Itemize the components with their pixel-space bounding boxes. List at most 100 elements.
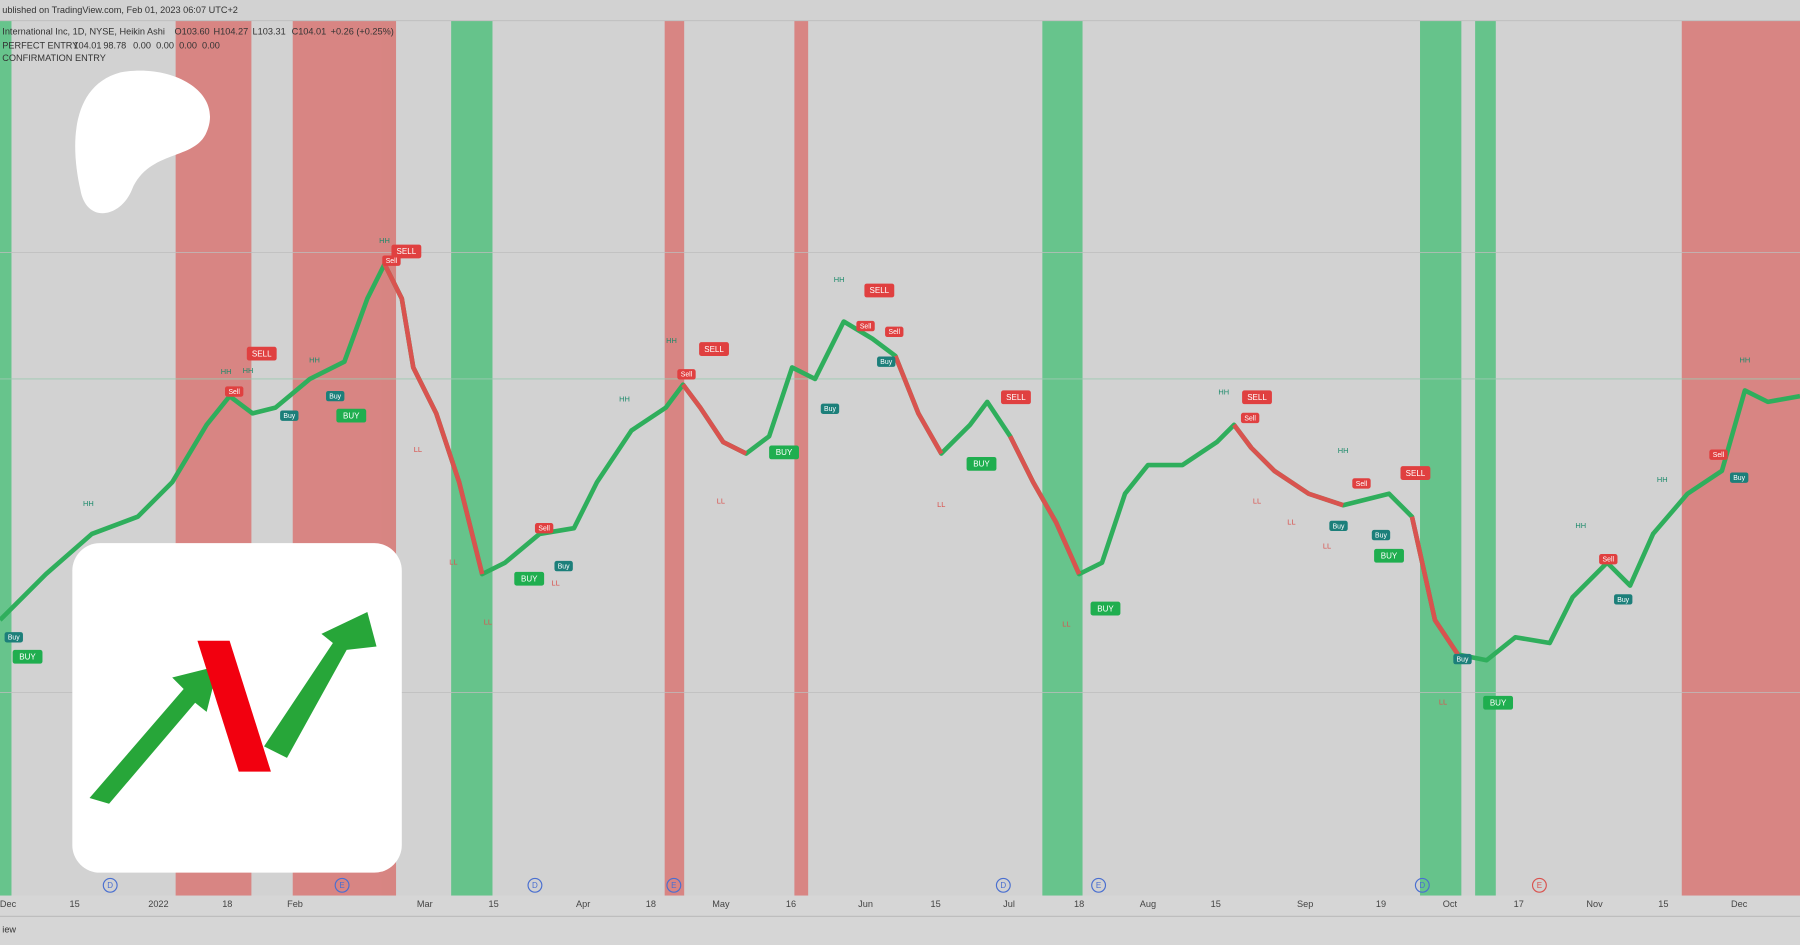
red-band — [794, 20, 809, 896]
signal-box — [1709, 449, 1728, 460]
logo-blob — [75, 70, 211, 214]
x-tick-label: 16 — [786, 899, 796, 909]
signal-label: BUY — [343, 411, 360, 420]
signal-label: Sell — [386, 258, 398, 265]
ohlc: L103.31 — [253, 27, 286, 37]
pivot-label: HH — [221, 367, 232, 376]
logo-arrow-down — [89, 665, 219, 804]
signal-box — [1352, 478, 1371, 489]
signal-label: SELL — [1406, 469, 1426, 478]
decline — [893, 355, 944, 455]
pivot-label: HH — [666, 336, 677, 345]
x-axis: Dec 15 2022 18 Feb Mar 15 Apr 18 May 16 Jun 15 Jul 18 A… — [0, 899, 1748, 909]
x-tick-label: 15 — [1658, 899, 1668, 909]
indicator-value: 0.00 — [202, 40, 220, 50]
signal-box — [4, 632, 23, 643]
event-icon — [995, 877, 1011, 893]
green-band — [1475, 20, 1496, 896]
logo-bar — [197, 640, 271, 772]
declines — [382, 263, 1460, 656]
decline — [681, 383, 748, 456]
signal-box — [1240, 412, 1260, 424]
signal-label: BUY — [1097, 604, 1114, 613]
signal-box — [554, 560, 573, 572]
axis-strip — [0, 895, 1800, 945]
signal-box — [1001, 390, 1031, 405]
event-icon — [666, 877, 682, 893]
indicator-value: 98.78 — [103, 40, 126, 50]
x-tick-label: 18 — [1074, 899, 1084, 909]
event-icon — [1531, 877, 1547, 893]
signal-label: Sell — [860, 323, 872, 330]
signal-box — [877, 356, 896, 367]
signal-label: Sell — [538, 526, 550, 533]
pivot-label: HH — [1218, 388, 1229, 397]
signal-label: SELL — [870, 286, 890, 295]
signal-label: Buy — [329, 394, 341, 401]
signal-box — [769, 445, 799, 460]
pivot-label: LL — [717, 497, 725, 506]
pivot-label: LL — [937, 500, 945, 509]
signal-label: Buy — [1457, 656, 1469, 663]
x-tick-label: Nov — [1586, 899, 1603, 909]
ohlc: O103.60 — [174, 27, 209, 37]
symbol: International Inc, 1D, NYSE, Heikin Ashi — [2, 27, 165, 37]
x-tick-label: Feb — [287, 899, 303, 909]
pivot-label: HH — [1575, 521, 1586, 530]
pivot-label: LL — [1439, 698, 1447, 707]
red-band — [664, 20, 685, 896]
signal-box — [1242, 390, 1272, 405]
signal-box — [856, 320, 875, 332]
x-tick-label: May — [712, 899, 730, 909]
indicator-name: PERFECT ENTRY — [2, 40, 78, 50]
signal-label: Buy — [283, 413, 295, 420]
event-icon — [527, 877, 543, 893]
indicator-value: 0.00 — [133, 40, 151, 50]
green-band — [451, 20, 493, 896]
signal-box — [1371, 529, 1391, 541]
signal-box — [336, 408, 367, 423]
pivot-label: LL — [1323, 542, 1331, 551]
signal-box — [885, 326, 904, 338]
signal-label: Sell — [1713, 452, 1725, 459]
signal-box — [1614, 594, 1633, 605]
signal-label: Sell — [1603, 557, 1615, 564]
pivot-label: HH — [834, 275, 845, 284]
signal-label: BUY — [1381, 551, 1398, 560]
signal-box — [326, 390, 345, 402]
x-tick-label: 15 — [930, 899, 940, 909]
pivot-label: HH — [1657, 475, 1668, 484]
signal-box — [1729, 472, 1749, 483]
signal-label: Sell — [1244, 415, 1256, 422]
signal-box — [677, 369, 696, 380]
pivot-label: HH — [1338, 446, 1349, 455]
pivot-label: LL — [484, 617, 492, 626]
signal-label: SELL — [1006, 393, 1026, 402]
signal-box — [514, 571, 545, 586]
signal-box — [1400, 466, 1431, 480]
signal-label: Sell — [889, 329, 901, 336]
decline — [1232, 423, 1344, 508]
logo-arrow-up — [264, 612, 377, 758]
signal-label: BUY — [776, 448, 793, 457]
published: ublished on TradingView.com, Feb 01, 202… — [2, 5, 238, 15]
signal-label: Sell — [228, 389, 240, 396]
signal-label: BUY — [19, 652, 36, 661]
signal-label: SELL — [1247, 393, 1267, 402]
pivot-label: LL — [1253, 497, 1261, 506]
change: +0.26 (+0.25%) — [331, 27, 394, 37]
signal-box — [391, 244, 422, 259]
footer: iew — [2, 924, 16, 934]
pivot-label: LL — [449, 558, 457, 567]
x-tick-label: 18 — [646, 899, 656, 909]
signal-label: SELL — [252, 349, 272, 358]
pivot-label: HH — [379, 236, 390, 245]
pivot-label: HH — [309, 356, 320, 365]
x-tick-label: Aug — [1140, 899, 1156, 909]
signal-label: SELL — [397, 247, 417, 256]
signal-box — [699, 342, 729, 356]
signal-box — [1483, 695, 1514, 710]
x-tick-label: Apr — [576, 899, 590, 909]
signal-box — [12, 649, 43, 664]
